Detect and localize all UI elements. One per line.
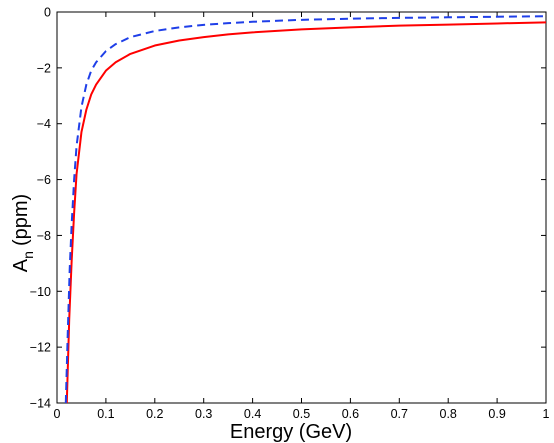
series-layer — [64, 15, 547, 404]
y-tick-label: −2 — [37, 61, 51, 75]
x-axis-label: Energy (GeV) — [230, 421, 352, 443]
y-tick-label: −4 — [37, 117, 51, 131]
x-tick-label: 0.2 — [146, 407, 163, 421]
y-tick-label: −8 — [37, 229, 51, 243]
y-axis-label: An (ppm) — [10, 194, 36, 272]
x-tick-label: 0.1 — [97, 407, 114, 421]
x-tick-label: 0 — [54, 407, 61, 421]
x-tick-label: 1 — [543, 407, 550, 421]
y-tick-label: −6 — [37, 173, 51, 187]
x-tick-label: 0.9 — [488, 407, 505, 421]
x-tick-label: 0.4 — [244, 407, 261, 421]
x-tick-label: 0.8 — [440, 407, 457, 421]
x-tick-label: 0.7 — [391, 407, 408, 421]
y-axis-label-group: An (ppm) — [10, 194, 36, 272]
y-axis-label-subscript: n — [20, 251, 36, 259]
y-tick-label: −14 — [30, 397, 51, 411]
y-tick-label: −10 — [30, 285, 51, 299]
y-axis-label-main: A — [10, 258, 32, 272]
solid-series-line — [65, 21, 547, 404]
axis-tick-labels: 0 0.1 0.2 0.3 0.4 0.5 0.6 0.7 0.8 0.9 1 0 −2 −4 −6 −8 −1… — [30, 6, 550, 422]
dashed-series-line — [64, 15, 547, 404]
y-tick-label: 0 — [44, 6, 51, 20]
x-tick-label: 0.3 — [195, 407, 212, 421]
plot-frame — [56, 11, 547, 404]
y-tick-label: −12 — [30, 341, 51, 355]
axis-ticks — [56, 11, 547, 404]
x-tick-label: 0.5 — [293, 407, 310, 421]
x-tick-label: 0.6 — [342, 407, 359, 421]
y-axis-label-unit: (ppm) — [10, 194, 32, 246]
